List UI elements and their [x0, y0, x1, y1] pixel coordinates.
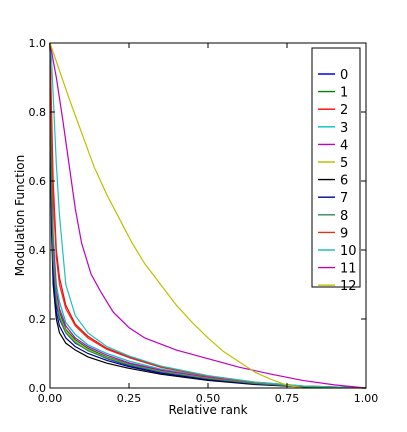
x-tick-label: 0.25 [117, 392, 142, 405]
legend-label-6: 6 [340, 174, 348, 189]
legend-label-11: 11 [340, 262, 357, 277]
x-tick-label: 0.00 [38, 392, 63, 405]
x-tick-label: 0.75 [275, 392, 300, 405]
y-tick-label: 0.6 [29, 175, 47, 188]
x-tick-label: 0.50 [196, 392, 221, 405]
series-line-7 [49, 42, 367, 389]
legend-label-2: 2 [340, 103, 348, 118]
y-tick-label: 0.4 [29, 244, 47, 257]
legend-label-3: 3 [340, 121, 348, 136]
series-line-8 [49, 42, 367, 389]
legend-label-4: 4 [340, 138, 348, 153]
legend-frame [311, 47, 361, 288]
y-axis-label: Modulation Function [13, 155, 27, 276]
legend-label-9: 9 [340, 226, 348, 241]
y-tick-label: 1.0 [29, 37, 47, 50]
legend-label-10: 10 [340, 244, 357, 259]
legend-label-7: 7 [340, 191, 348, 206]
series-layer [49, 42, 367, 389]
y-tick-label: 0.8 [29, 106, 47, 119]
legend-label-12: 12 [340, 279, 357, 294]
x-tick-label: 1.00 [354, 392, 379, 405]
legend-label-0: 0 [340, 68, 348, 83]
series-line-12 [49, 42, 366, 389]
series-line-11 [49, 42, 367, 389]
y-tick-label: 0.0 [29, 382, 47, 395]
y-tick-label: 0.2 [29, 313, 47, 326]
tick-layer: 0.00 0.25 0.50 0.75 1.00 0.0 0.2 0.4 0.6 0.8 1.0 [29, 37, 379, 405]
x-axis-label: Relative rank [168, 403, 247, 417]
legend-label-5: 5 [340, 156, 348, 171]
series-line-10 [49, 42, 367, 389]
legend-label-8: 8 [340, 209, 348, 224]
legend-label-1: 1 [340, 86, 348, 101]
